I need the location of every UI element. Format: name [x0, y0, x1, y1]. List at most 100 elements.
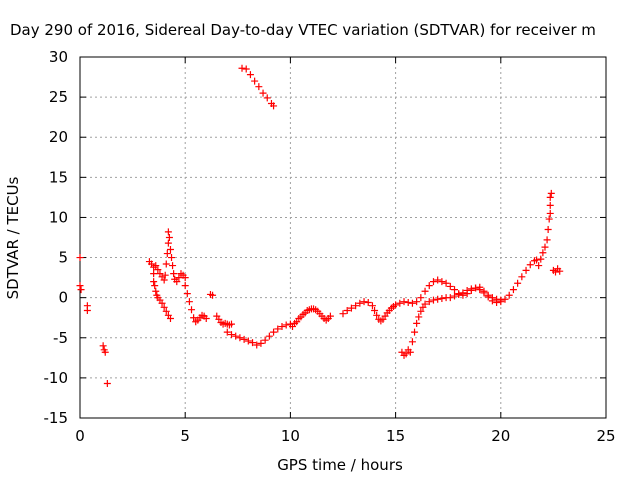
data-point: [265, 332, 273, 340]
data-point: [547, 189, 555, 197]
data-point: [402, 350, 410, 358]
x-tick-label: 20: [491, 427, 510, 445]
y-tick-label: 20: [49, 128, 68, 146]
data-point: [160, 303, 168, 311]
data-point: [446, 282, 454, 290]
data-point: [103, 380, 111, 388]
data-point: [240, 335, 248, 343]
data-point: [238, 64, 246, 72]
data-point: [537, 255, 545, 263]
grid-lines: [80, 57, 606, 418]
data-point: [232, 332, 240, 340]
data-point: [77, 286, 85, 294]
data-point: [255, 83, 263, 91]
data-point: [259, 89, 267, 97]
data-point: [429, 296, 437, 304]
data-point: [151, 282, 159, 290]
data-point: [518, 273, 526, 281]
data-point: [411, 328, 419, 336]
data-point: [497, 298, 505, 306]
data-point: [166, 315, 174, 323]
data-point: [244, 337, 252, 345]
data-point: [162, 260, 170, 268]
data-point: [546, 201, 554, 209]
data-point: [556, 267, 564, 275]
data-point: [161, 271, 169, 279]
data-point: [249, 339, 257, 347]
x-tick-label: 5: [180, 427, 190, 445]
data-point: [522, 266, 530, 274]
data-point: [429, 278, 437, 286]
data-point: [533, 256, 541, 264]
data-point: [544, 225, 552, 233]
x-axis-label: GPS time / hours: [277, 456, 403, 474]
data-point: [227, 331, 235, 339]
data-point: [545, 215, 553, 223]
data-point: [339, 310, 347, 318]
data-point: [488, 297, 496, 305]
x-tick-label: 25: [596, 427, 615, 445]
data-point: [183, 290, 191, 298]
data-point: [257, 339, 265, 347]
y-axis-label: SDTVAR / TECUs: [4, 176, 22, 299]
data-point: [164, 239, 172, 247]
data-point: [236, 334, 244, 342]
data-point: [413, 298, 421, 306]
data-point: [400, 298, 408, 306]
data-point: [408, 299, 416, 307]
y-tick-label: -10: [44, 369, 69, 387]
y-tick-label: 10: [49, 208, 68, 226]
data-point: [253, 341, 261, 349]
data-point: [185, 298, 193, 306]
data-point: [175, 274, 183, 282]
data-point: [463, 286, 471, 294]
x-tick-label: 15: [386, 427, 405, 445]
data-point: [356, 299, 364, 307]
data-point: [392, 301, 400, 309]
data-point: [438, 294, 446, 302]
data-point: [202, 315, 210, 323]
data-point: [425, 282, 433, 290]
data-point: [455, 290, 463, 298]
data-point: [154, 266, 162, 274]
data-point: [352, 302, 360, 310]
data-point: [413, 319, 421, 327]
data-point: [83, 307, 91, 315]
data-point: [484, 293, 492, 301]
x-tick-label: 10: [281, 427, 300, 445]
data-point: [472, 284, 480, 292]
data-point: [227, 320, 235, 328]
data-point: [190, 314, 198, 322]
data-point: [181, 274, 189, 282]
data-point: [242, 65, 250, 73]
data-point: [509, 286, 517, 294]
data-point: [514, 279, 522, 287]
data-marks: [76, 64, 564, 388]
y-tick-label: 25: [49, 88, 68, 106]
data-point: [158, 299, 166, 307]
data-point: [188, 306, 196, 314]
data-point: [160, 276, 168, 284]
data-point: [99, 342, 107, 350]
data-point: [261, 336, 269, 344]
y-tick-label: 30: [49, 48, 68, 66]
data-point: [270, 102, 278, 110]
data-point: [526, 261, 534, 269]
data-point: [451, 292, 459, 300]
data-point: [343, 307, 351, 315]
data-point: [421, 300, 429, 308]
data-point: [371, 307, 379, 315]
y-tick-label: 5: [58, 249, 68, 267]
data-point: [438, 278, 446, 286]
data-point: [150, 270, 158, 278]
data-point: [493, 298, 501, 306]
data-point: [223, 328, 231, 336]
data-point: [543, 236, 551, 244]
data-point: [251, 77, 259, 85]
x-tick-label: 0: [75, 427, 85, 445]
data-point: [152, 262, 160, 270]
data-point: [173, 278, 181, 286]
data-point: [166, 246, 174, 254]
data-point: [546, 193, 554, 201]
data-point: [168, 254, 176, 262]
